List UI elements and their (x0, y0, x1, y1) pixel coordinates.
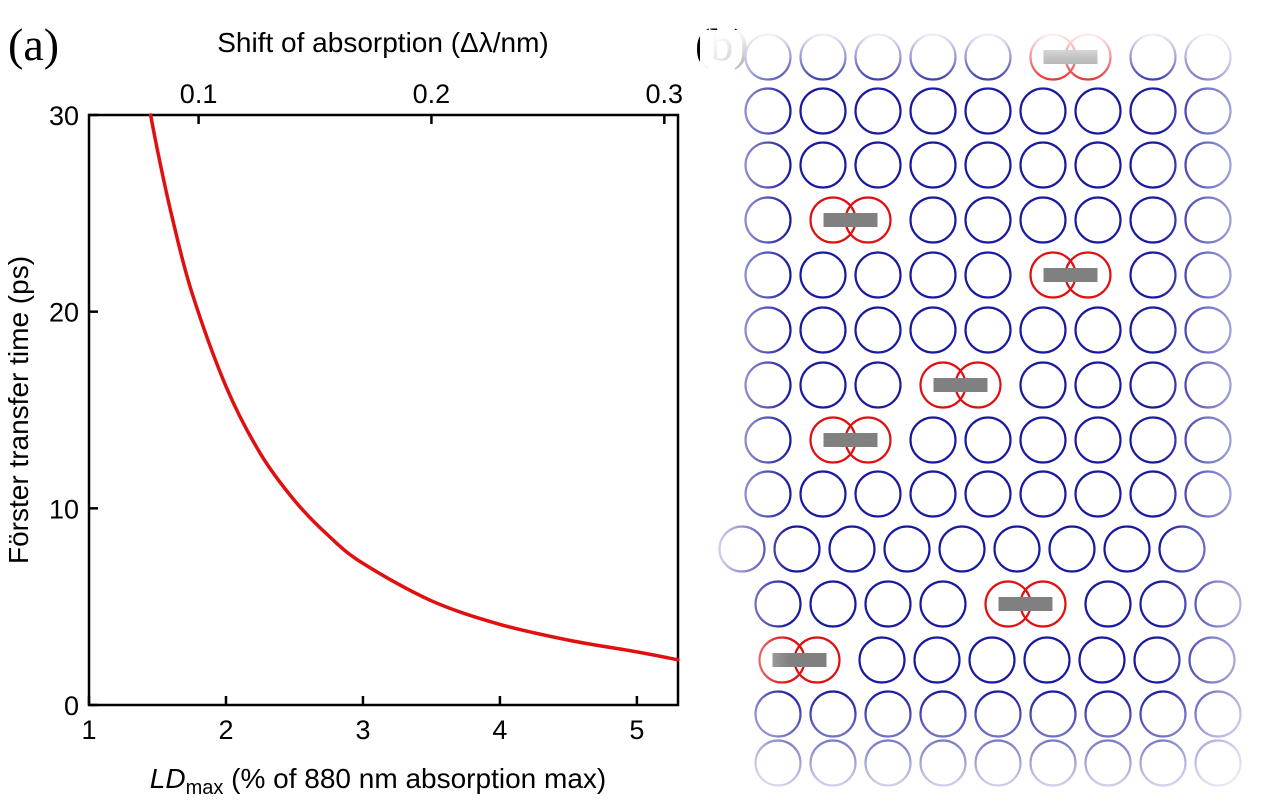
ring (864, 580, 912, 628)
ring (854, 141, 902, 189)
ring (964, 306, 1012, 354)
x-tick-label-0: 1 (81, 715, 96, 745)
x-axis-label: LDmax (% of 880 nm absorption max) (150, 763, 606, 799)
ring-lattice-diagram (700, 30, 1281, 810)
ring (1019, 470, 1067, 518)
ring (1074, 470, 1122, 518)
panel-a-label: (a) (8, 19, 59, 70)
ring (809, 580, 857, 628)
ring (854, 306, 902, 354)
fade-bottom (700, 690, 1281, 810)
axis-ticks-group (87, 113, 666, 707)
fade-left (700, 30, 790, 810)
top-tick-label-2: 0.3 (646, 79, 684, 109)
ring (909, 141, 957, 189)
y-tick-label-0: 0 (64, 691, 79, 721)
ring (938, 525, 986, 573)
ring (909, 87, 957, 135)
ring (1023, 636, 1071, 684)
ring (964, 251, 1012, 299)
dimer-bar-2 (1043, 268, 1098, 282)
ring (964, 141, 1012, 189)
x-axis-label-rest: (% of 880 nm absorption max) (223, 763, 606, 794)
fade-right (1160, 30, 1281, 810)
ring (799, 251, 847, 299)
x-tick-label-4: 5 (629, 715, 644, 745)
ring (1019, 361, 1067, 409)
ring (1074, 87, 1122, 135)
ring (858, 636, 906, 684)
dimer-bars-group (772, 50, 1098, 667)
ring (909, 251, 957, 299)
ring (799, 87, 847, 135)
ring (964, 416, 1012, 464)
ring (854, 470, 902, 518)
ring (1019, 87, 1067, 135)
ring (1074, 416, 1122, 464)
top-tick-label-1: 0.2 (413, 79, 451, 109)
x-tick-label-2: 3 (355, 715, 370, 745)
top-tick-label-0: 0.1 (180, 79, 218, 109)
y-tick-label-2: 20 (49, 298, 79, 328)
ring (1019, 196, 1067, 244)
y-axis-label: Förster transfer time (ps) (3, 256, 34, 564)
dimer-bar-4 (823, 433, 878, 447)
ring (968, 636, 1016, 684)
ring (909, 470, 957, 518)
ring (1074, 361, 1122, 409)
fade-overlays (700, 30, 1281, 810)
ring (964, 87, 1012, 135)
ring (799, 470, 847, 518)
top-axis-label: Shift of absorption (Δλ/nm) (217, 27, 549, 58)
ring (964, 196, 1012, 244)
ring (909, 196, 957, 244)
series-line (148, 113, 680, 662)
ring (1084, 580, 1132, 628)
ring (1019, 306, 1067, 354)
ring (919, 580, 967, 628)
ring (1078, 636, 1126, 684)
ring (913, 636, 961, 684)
chart: 1 2 3 4 5 0 10 20 30 0.1 0.2 0.3 Shift of absorptio… (3, 27, 683, 799)
ring (799, 141, 847, 189)
ring (1103, 525, 1151, 573)
x-tick-label-1: 2 (218, 715, 233, 745)
x-axis-label-subscript: max (186, 777, 224, 799)
ring (854, 87, 902, 135)
ring (964, 470, 1012, 518)
fade-top (700, 30, 1281, 90)
plot-frame (87, 113, 680, 707)
ring (1074, 196, 1122, 244)
ring (909, 416, 957, 464)
ring (799, 361, 847, 409)
ring (799, 306, 847, 354)
ring (993, 525, 1041, 573)
ring (1074, 141, 1122, 189)
dimer-bar-3 (933, 378, 988, 392)
ring (854, 251, 902, 299)
ring (1019, 141, 1067, 189)
ring (1074, 306, 1122, 354)
y-tick-label-1: 10 (49, 494, 79, 524)
ring (854, 361, 902, 409)
ring (1019, 416, 1067, 464)
tick-labels-group: 1 2 3 4 5 0 10 20 30 0.1 0.2 0.3 (49, 79, 683, 745)
dimer-bar-5 (998, 597, 1053, 611)
ring (1048, 525, 1096, 573)
ring (909, 306, 957, 354)
ring (828, 525, 876, 573)
y-tick-label-3: 30 (49, 101, 79, 131)
x-tick-label-3: 4 (492, 715, 507, 745)
ring (883, 525, 931, 573)
x-axis-label-italic: LD (150, 763, 186, 794)
dimer-bar-1 (823, 213, 878, 227)
